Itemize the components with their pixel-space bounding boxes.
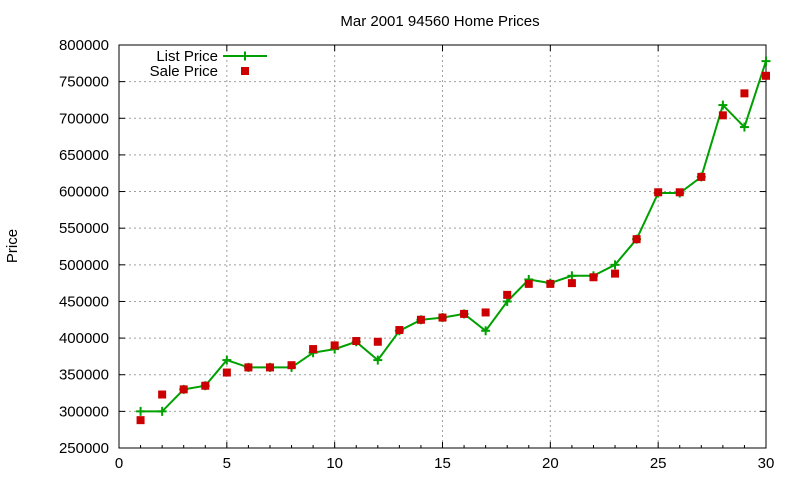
sale-price-point xyxy=(309,345,318,354)
sale-price-point xyxy=(136,416,145,425)
axis-ticks: 250000 300000 350000 400000 450000 500000 5500… xyxy=(59,37,774,472)
plot-frame xyxy=(118,44,767,449)
y-tick-label: 500000 xyxy=(59,257,109,274)
list-price-point xyxy=(739,122,749,132)
data-series xyxy=(136,56,771,425)
legend-label-list-price: List Price xyxy=(156,48,218,65)
x-tick-label: 20 xyxy=(542,455,559,472)
list-price-point xyxy=(481,326,491,336)
list-price-point xyxy=(222,355,232,365)
sale-price-point xyxy=(697,172,706,181)
y-tick-label: 400000 xyxy=(59,330,109,347)
sale-price-point xyxy=(546,279,555,288)
y-tick-label: 650000 xyxy=(59,147,109,164)
y-tick-label: 600000 xyxy=(59,184,109,201)
y-axis-label: Price xyxy=(4,229,21,263)
list-price-point xyxy=(610,260,620,270)
sale-price-point xyxy=(503,290,512,299)
legend-marker-sale-price xyxy=(241,67,249,75)
y-tick-label: 250000 xyxy=(59,440,109,457)
list-price-point xyxy=(761,56,771,66)
sale-price-point xyxy=(481,308,490,317)
y-tick-label: 450000 xyxy=(59,293,109,310)
sale-price-point xyxy=(718,111,727,120)
sale-price-point xyxy=(611,269,620,278)
sale-price-point xyxy=(287,361,296,370)
sale-price-point xyxy=(373,337,382,346)
sale-price-point xyxy=(654,188,663,197)
sale-price-point xyxy=(395,326,404,335)
list-price-line xyxy=(140,60,767,413)
sale-price-point xyxy=(265,363,274,372)
y-tick-label: 550000 xyxy=(59,220,109,237)
list-price-point xyxy=(136,406,146,416)
sale-price-point xyxy=(438,313,447,322)
x-tick-label: 30 xyxy=(758,455,775,472)
y-tick-label: 300000 xyxy=(59,403,109,420)
sale-price-point xyxy=(524,279,533,288)
sale-price-point xyxy=(416,315,425,324)
list-price-point xyxy=(373,355,383,365)
x-tick-label: 10 xyxy=(326,455,343,472)
sale-price-point xyxy=(632,235,641,244)
list-price-point xyxy=(157,406,167,416)
sale-price-point xyxy=(675,188,684,197)
legend-label-sale-price: Sale Price xyxy=(150,63,218,80)
sale-price-point xyxy=(330,341,339,350)
x-tick-label: 5 xyxy=(223,455,231,472)
sale-price-point xyxy=(460,309,469,318)
legend: List Price Sale Price xyxy=(150,48,267,80)
grid-lines xyxy=(119,45,766,448)
sale-price-point xyxy=(201,381,210,390)
list-price-point xyxy=(567,271,577,281)
legend-marker-list-price xyxy=(240,51,250,61)
sale-price-point xyxy=(158,390,167,399)
y-tick-label: 800000 xyxy=(59,37,109,54)
sale-price-point xyxy=(352,337,361,346)
sale-price-point xyxy=(179,385,188,394)
list-price-point xyxy=(718,100,728,110)
sale-price-point xyxy=(567,279,576,288)
y-tick-label: 700000 xyxy=(59,110,109,127)
x-tick-label: 25 xyxy=(650,455,667,472)
sale-price-point xyxy=(589,273,598,282)
sale-price-point xyxy=(740,89,749,98)
sale-price-point xyxy=(222,368,231,377)
x-tick-label: 15 xyxy=(434,455,451,472)
chart-title: Mar 2001 94560 Home Prices xyxy=(340,13,539,30)
x-tick-label: 0 xyxy=(115,455,123,472)
sale-price-point xyxy=(244,363,253,372)
y-tick-label: 350000 xyxy=(59,367,109,384)
y-tick-label: 750000 xyxy=(59,74,109,91)
sale-price-point xyxy=(762,71,770,80)
